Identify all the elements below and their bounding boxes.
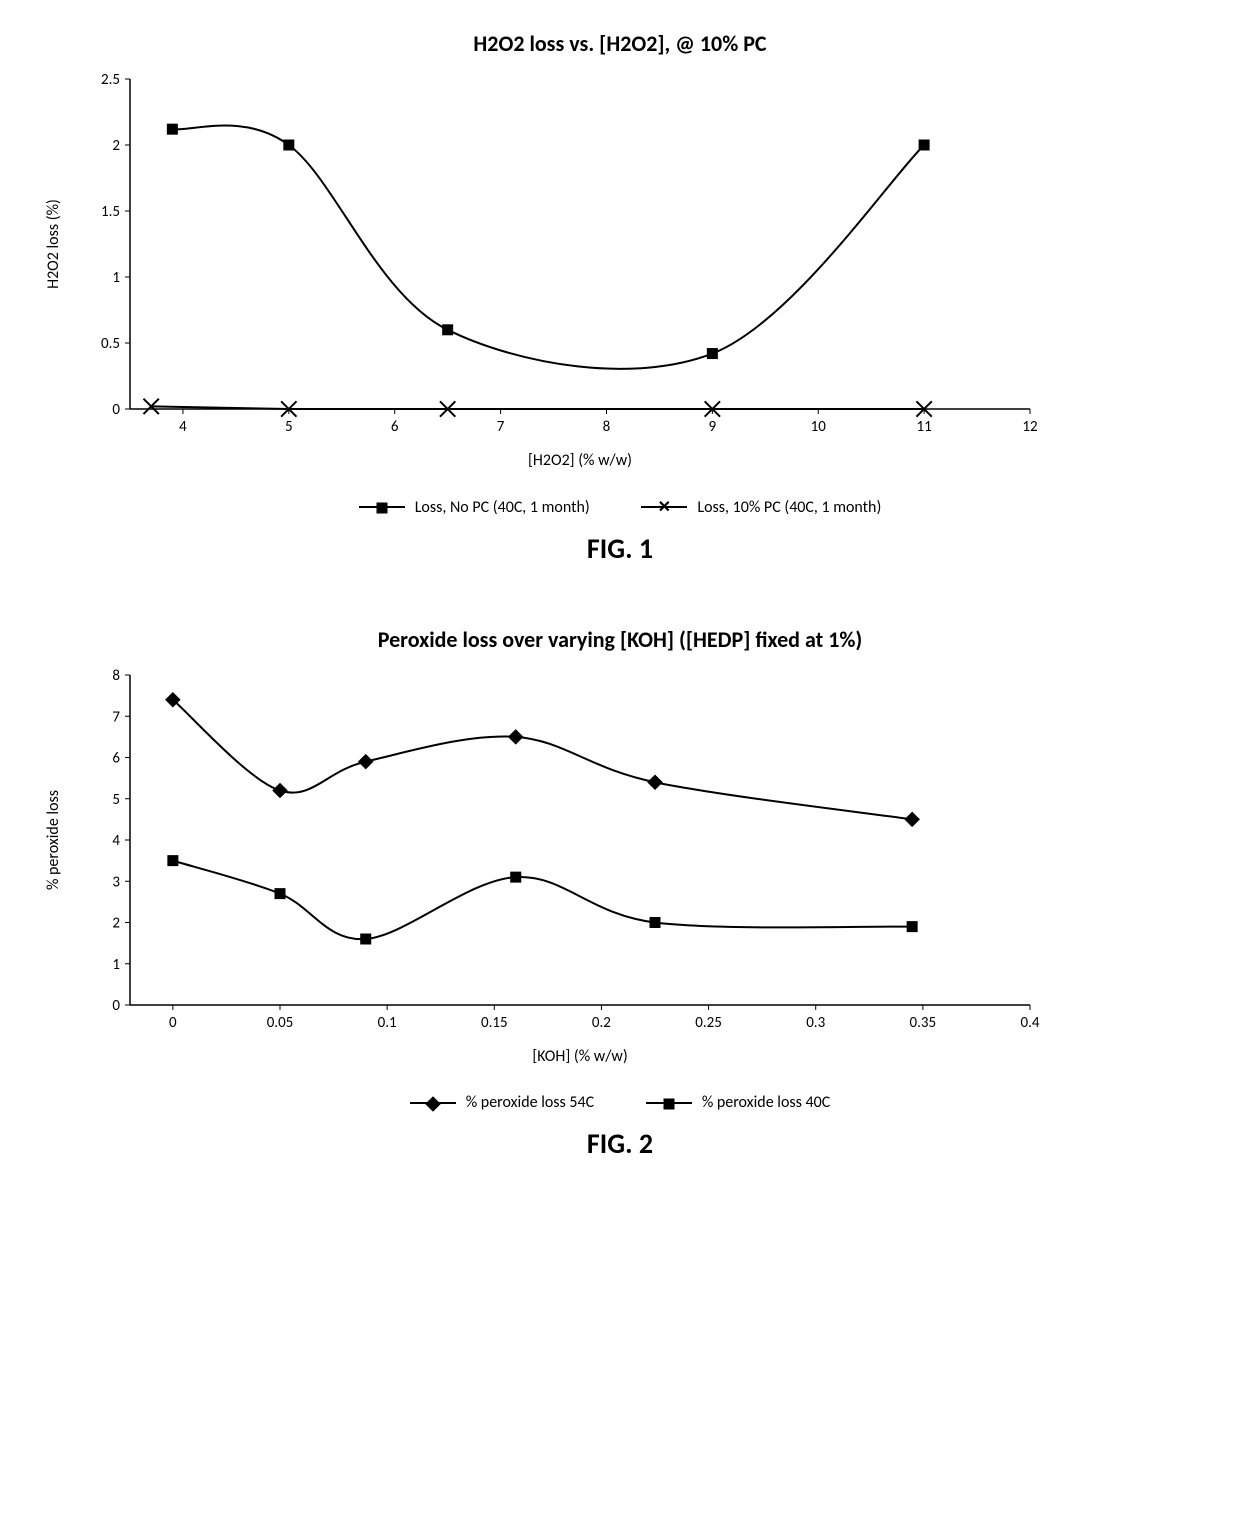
figure-1: H2O2 loss vs. [H2O2], @ 10% PC 0 0.5 1 1.5 2… <box>40 30 1200 566</box>
legend-label: Loss, No PC (40C, 1 month) <box>415 498 590 517</box>
svg-text:4: 4 <box>112 832 120 850</box>
svg-text:[H2O2] (% w/w): [H2O2] (% w/w) <box>528 451 632 470</box>
svg-text:7: 7 <box>112 708 120 726</box>
figure-2: Peroxide loss over varying [KOH] ([HEDP]… <box>40 626 1200 1162</box>
svg-text:0: 0 <box>169 1014 177 1032</box>
svg-text:9: 9 <box>709 418 717 436</box>
svg-text:11: 11 <box>917 418 932 436</box>
svg-text:5: 5 <box>112 790 120 808</box>
svg-text:12: 12 <box>1022 418 1037 436</box>
svg-text:0.05: 0.05 <box>267 1014 294 1032</box>
svg-text:0: 0 <box>112 997 120 1015</box>
svg-text:6: 6 <box>391 418 399 436</box>
svg-text:0.4: 0.4 <box>1021 1014 1040 1032</box>
svg-text:1.5: 1.5 <box>101 203 120 221</box>
chart-svg: 0 1 2 3 4 5 6 7 8 0 0.05 0.1 0.15 0.2 0.25 0.3 0.35 0.4 [K… <box>40 661 1090 1075</box>
legend-item: % peroxide loss 54C <box>410 1093 594 1112</box>
svg-text:0.2: 0.2 <box>592 1014 611 1032</box>
svg-text:[KOH] (% w/w): [KOH] (% w/w) <box>532 1047 627 1066</box>
svg-text:7: 7 <box>497 418 505 436</box>
svg-text:1: 1 <box>112 955 120 973</box>
diamond-marker-icon <box>410 1102 456 1104</box>
chart-area: 0 0.5 1 1.5 2 2.5 4 5 6 7 8 9 10 11 12 [H2O2] (% w/w) H2… <box>40 65 1200 484</box>
figure-caption: FIG. 2 <box>40 1126 1200 1161</box>
svg-text:0.3: 0.3 <box>806 1014 825 1032</box>
square-marker-icon <box>646 1102 692 1104</box>
svg-text:2: 2 <box>112 914 120 932</box>
svg-text:6: 6 <box>112 749 120 767</box>
chart-legend: % peroxide loss 54C % peroxide loss 40C <box>40 1090 1200 1113</box>
svg-text:0.15: 0.15 <box>481 1014 508 1032</box>
svg-text:3: 3 <box>112 873 120 891</box>
legend-item: Loss, No PC (40C, 1 month) <box>359 498 590 517</box>
svg-text:8: 8 <box>603 418 611 436</box>
svg-text:2: 2 <box>112 137 120 155</box>
chart-title: H2O2 loss vs. [H2O2], @ 10% PC <box>40 30 1200 57</box>
square-marker-icon <box>359 506 405 508</box>
figure-caption: FIG. 1 <box>40 531 1200 566</box>
svg-text:2.5: 2.5 <box>101 71 120 89</box>
legend-label: % peroxide loss 54C <box>466 1093 594 1112</box>
svg-text:0.35: 0.35 <box>910 1014 937 1032</box>
chart-legend: Loss, No PC (40C, 1 month) ✕ Loss, 10% P… <box>40 494 1200 517</box>
svg-text:8: 8 <box>112 667 120 685</box>
legend-item: % peroxide loss 40C <box>646 1093 830 1112</box>
legend-label: % peroxide loss 40C <box>702 1093 830 1112</box>
chart-area: 0 1 2 3 4 5 6 7 8 0 0.05 0.1 0.15 0.2 0.25 0.3 0.35 0.4 [K… <box>40 661 1200 1080</box>
svg-text:1: 1 <box>112 269 120 287</box>
svg-text:0: 0 <box>112 401 120 419</box>
legend-item: ✕ Loss, 10% PC (40C, 1 month) <box>641 498 881 517</box>
chart-svg: 0 0.5 1 1.5 2 2.5 4 5 6 7 8 9 10 11 12 [H2O2] (% w/w) H2… <box>40 65 1090 479</box>
svg-text:0.25: 0.25 <box>695 1014 722 1032</box>
svg-text:H2O2 loss (%): H2O2 loss (%) <box>44 199 63 289</box>
svg-text:0.5: 0.5 <box>101 335 120 353</box>
svg-text:4: 4 <box>179 418 187 436</box>
legend-label: Loss, 10% PC (40C, 1 month) <box>697 498 881 517</box>
svg-text:% peroxide loss: % peroxide loss <box>44 789 63 889</box>
svg-text:5: 5 <box>285 418 293 436</box>
chart-title: Peroxide loss over varying [KOH] ([HEDP]… <box>40 626 1200 653</box>
svg-text:0.1: 0.1 <box>378 1014 397 1032</box>
x-marker-icon: ✕ <box>641 506 687 508</box>
svg-text:10: 10 <box>811 418 827 436</box>
